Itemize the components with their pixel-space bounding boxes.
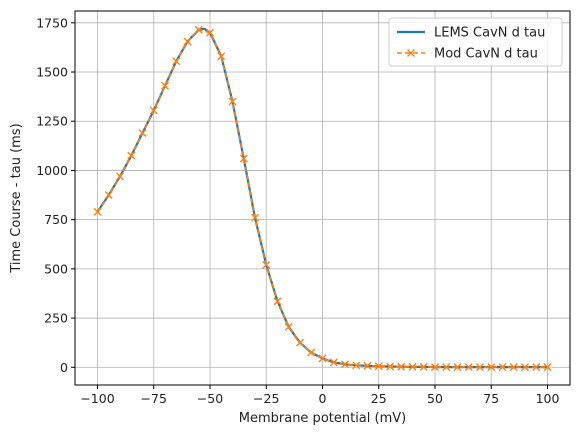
data-point-marker (284, 322, 293, 331)
x-tick-label: −50 (197, 391, 223, 406)
y-axis-label: Time Course - tau (ms) (9, 123, 24, 273)
data-point-marker (228, 97, 237, 106)
data-point-marker (498, 363, 507, 372)
data-point-marker (453, 363, 462, 372)
data-point-marker (431, 363, 439, 372)
data-point-marker (116, 172, 124, 181)
data-point-marker (476, 363, 484, 372)
x-tick-label: −100 (80, 391, 114, 406)
y-tick-label: 1000 (36, 163, 68, 178)
data-point-marker (397, 362, 406, 371)
data-point-marker (251, 213, 259, 222)
x-tick-label: 100 (536, 391, 560, 406)
data-point-marker (172, 57, 181, 66)
legend: LEMS CavN d tau Mod CavN d tau (388, 17, 563, 67)
data-point-marker (374, 362, 383, 371)
data-point-marker (363, 361, 372, 370)
data-point-marker (296, 338, 304, 347)
series-line-1 (96, 28, 548, 368)
data-point-marker (194, 25, 203, 34)
y-tick-label: 1750 (36, 15, 68, 30)
data-point-marker (161, 81, 169, 90)
y-tick-label: 250 (44, 311, 68, 326)
data-point-marker (464, 363, 473, 372)
x-tick-label: 0 (319, 391, 327, 406)
legend-x-marker (407, 49, 415, 57)
x-tick-label: 50 (427, 391, 443, 406)
legend-label-mod: Mod CavN d tau (434, 47, 538, 62)
data-point-marker (307, 348, 316, 357)
data-point-marker (149, 106, 158, 115)
data-point-marker (419, 362, 428, 371)
data-point-marker (262, 260, 271, 269)
grid (75, 11, 570, 385)
data-point-marker (183, 37, 192, 46)
y-tick-label: 500 (44, 261, 68, 276)
legend-label-lems: LEMS CavN d tau (434, 26, 545, 41)
data-point-marker (543, 363, 552, 372)
data-point-marker (532, 363, 541, 372)
data-point-marker (521, 363, 529, 372)
x-axis-label: Membrane potential (mV) (239, 411, 406, 426)
x-tick-label: 75 (483, 391, 499, 406)
legend-marker-mod (407, 49, 415, 57)
legend-box (388, 17, 563, 67)
data-point-marker (442, 363, 451, 372)
x-tick-label: 25 (371, 391, 387, 406)
data-point-marker (408, 362, 417, 371)
data-point-marker (104, 191, 113, 200)
x-tick-label: −75 (141, 391, 167, 406)
data-point-marker (318, 354, 327, 363)
data-point-marker (138, 129, 147, 138)
data-point-marker (329, 358, 338, 367)
x-tick-label: −25 (253, 391, 279, 406)
y-tick-label: 750 (44, 212, 68, 227)
y-tick-label: 1500 (36, 65, 68, 80)
data-point-marker (127, 151, 136, 160)
data-point-marker (206, 28, 214, 37)
series-layer (93, 25, 552, 372)
y-axis: 0 250 500 750 1000 1250 1500 1750 (36, 15, 75, 375)
y-tick-label: 1250 (36, 114, 68, 129)
data-point-marker (93, 207, 102, 216)
data-point-marker (239, 154, 248, 163)
x-axis: −100 −75 −50 −25 0 25 50 75 100 (80, 385, 559, 406)
data-point-marker (273, 297, 282, 306)
data-point-marker (352, 361, 361, 370)
data-point-marker (341, 360, 349, 369)
data-point-marker (509, 363, 518, 372)
data-point-marker (386, 362, 394, 371)
data-point-marker (217, 52, 226, 61)
y-tick-label: 0 (60, 360, 68, 375)
data-point-marker (487, 363, 496, 372)
